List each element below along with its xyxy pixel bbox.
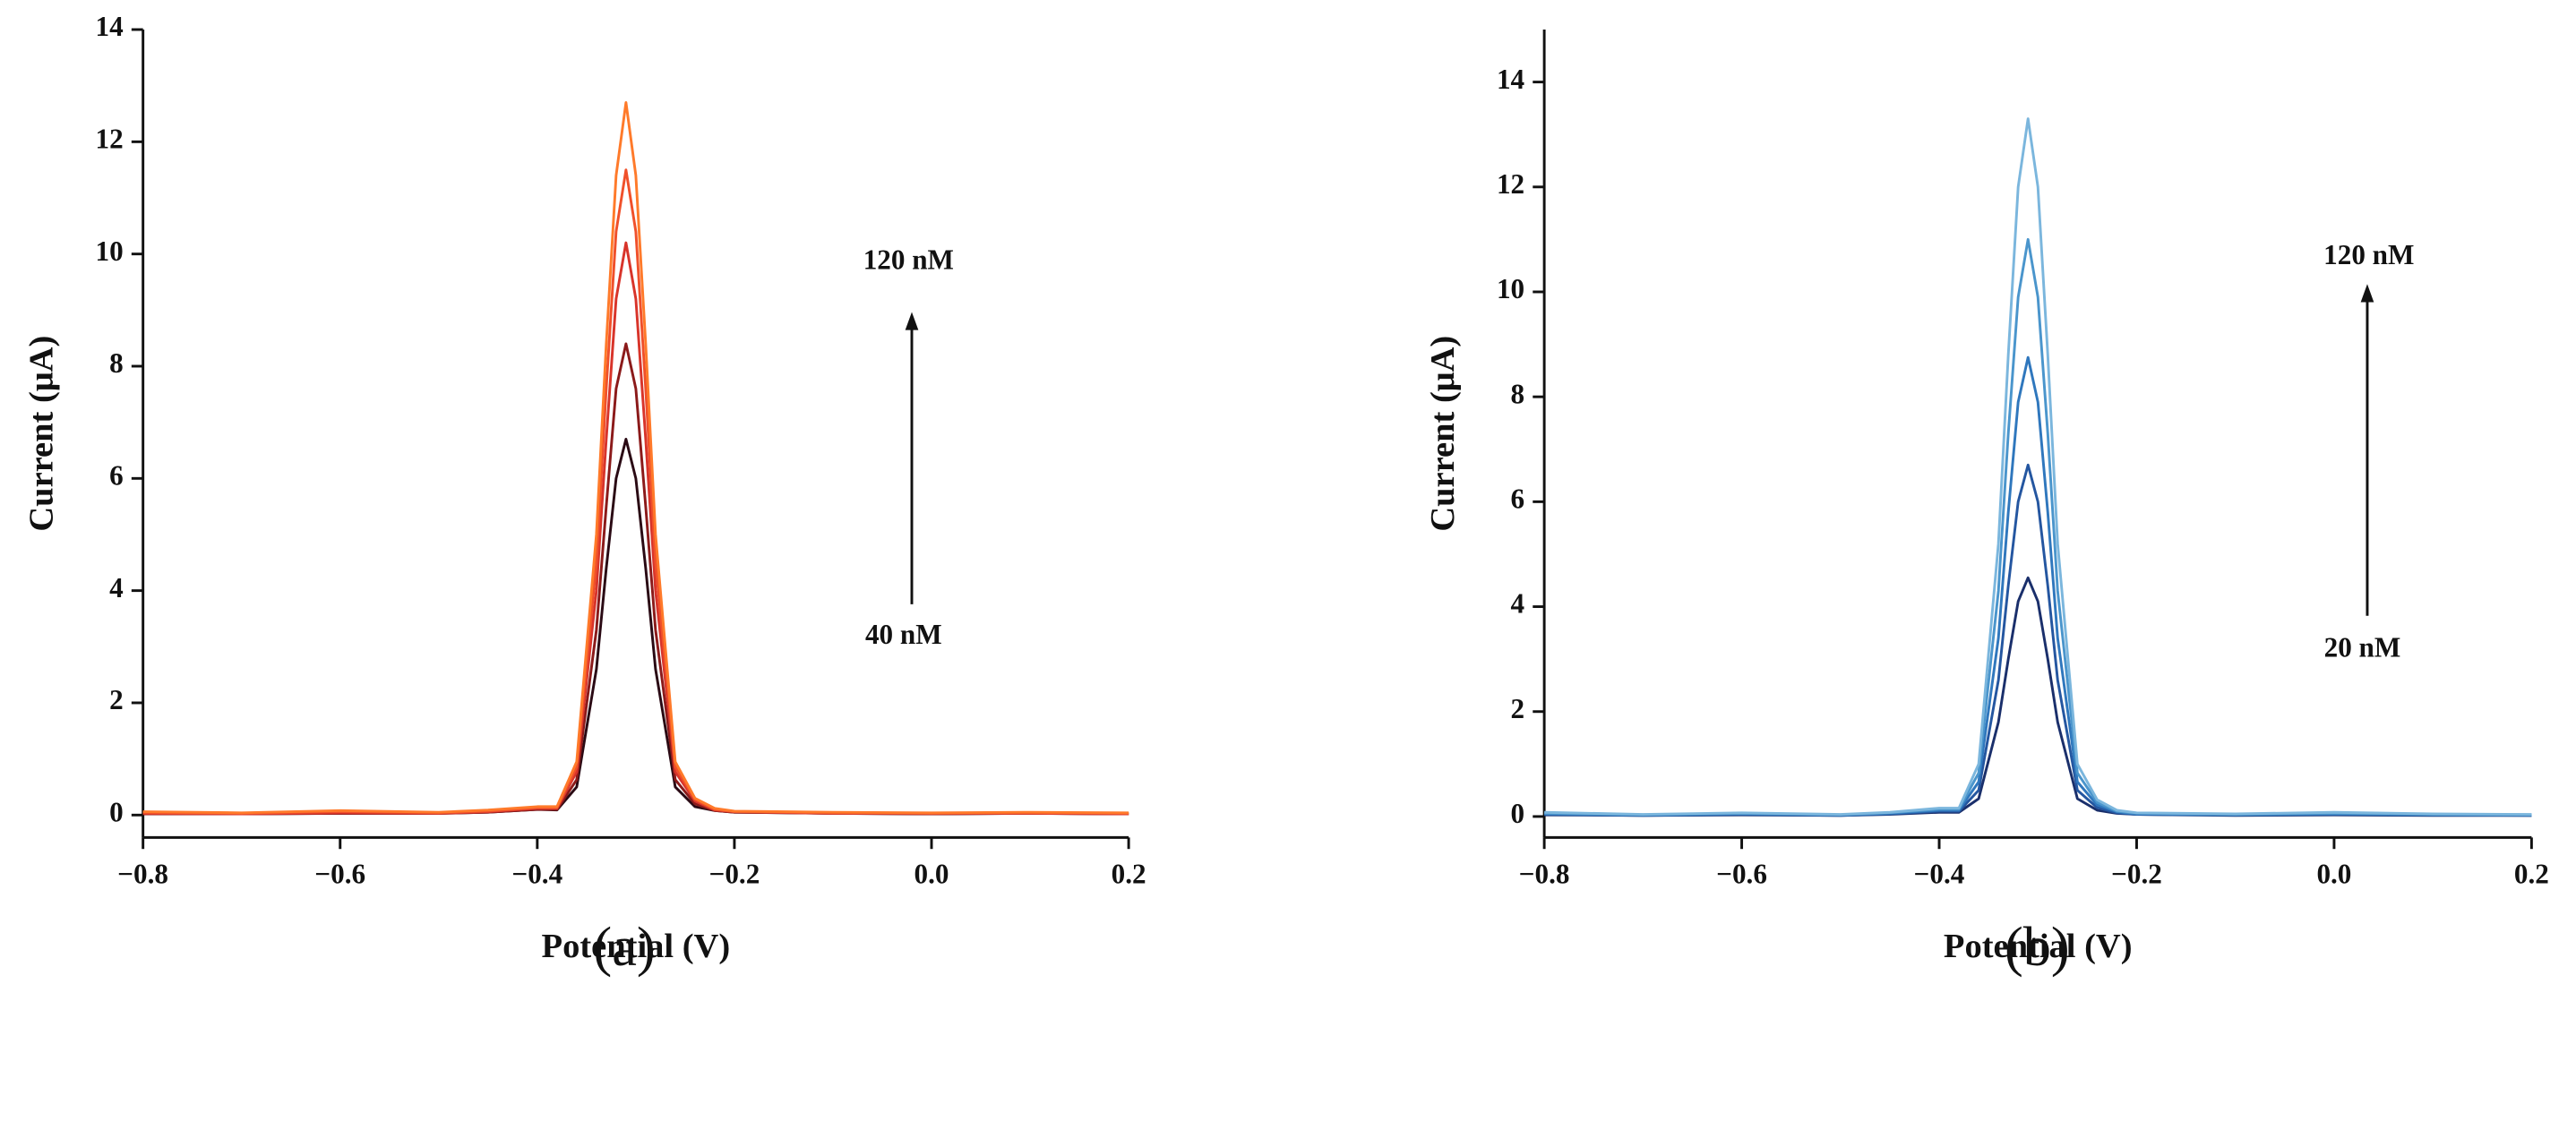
annotation: 120 nM xyxy=(863,244,954,276)
x-tick-label: −0.6 xyxy=(1716,859,1767,890)
data-line xyxy=(142,437,1129,816)
y-tick-label: 6 xyxy=(109,459,124,491)
data-line xyxy=(1544,237,2532,817)
y-axis-title: Current (μA) xyxy=(1424,336,1462,532)
annotation: 40 nM xyxy=(865,619,942,650)
x-axis-title: Potential (V) xyxy=(542,928,731,965)
y-tick-label: 14 xyxy=(95,11,123,42)
data-line xyxy=(142,101,1129,815)
x-tick-label: −0.2 xyxy=(2111,859,2162,890)
y-tick-label: 0 xyxy=(1511,798,1525,829)
y-tick-label: 10 xyxy=(95,235,123,267)
y-tick-label: 10 xyxy=(1497,273,1524,304)
y-tick-label: 12 xyxy=(95,123,123,154)
y-tick-label: 2 xyxy=(1511,693,1525,724)
y-tick-label: 8 xyxy=(1511,378,1525,409)
x-tick-label: 0.2 xyxy=(2514,859,2549,890)
x-tick-label: −0.8 xyxy=(117,859,168,890)
data-line xyxy=(142,241,1129,816)
data-line xyxy=(142,168,1129,815)
y-tick-label: 0 xyxy=(109,796,124,827)
panel-label: (a) xyxy=(593,916,655,978)
data-line xyxy=(1544,117,2532,817)
annotation: 20 nM xyxy=(2324,631,2401,663)
x-tick-label: −0.4 xyxy=(511,859,562,890)
data-line xyxy=(1544,355,2532,817)
data-line xyxy=(1544,576,2532,817)
x-tick-label: 0.2 xyxy=(1112,859,1146,890)
annotation: 120 nM xyxy=(2323,239,2414,270)
y-tick-label: 6 xyxy=(1511,483,1525,515)
y-tick-label: 12 xyxy=(1497,168,1524,200)
panel-label: (b) xyxy=(2005,916,2070,978)
y-tick-label: 4 xyxy=(109,572,124,603)
y-axis-title: Current (μA) xyxy=(22,336,60,532)
x-axis-title: Potential (V) xyxy=(1944,928,2133,965)
x-tick-label: −0.4 xyxy=(1914,859,1965,890)
x-tick-label: 0.0 xyxy=(914,859,949,890)
y-tick-label: 14 xyxy=(1497,64,1524,95)
arrow-head xyxy=(2360,284,2374,303)
x-tick-label: −0.8 xyxy=(1519,859,1570,890)
data-line xyxy=(142,342,1129,816)
x-tick-label: −0.2 xyxy=(709,859,760,890)
arrow-head xyxy=(905,312,919,330)
x-tick-label: 0.0 xyxy=(2316,859,2351,890)
y-tick-label: 4 xyxy=(1511,588,1525,620)
y-tick-label: 8 xyxy=(109,347,124,379)
y-tick-label: 2 xyxy=(109,684,124,715)
x-tick-label: −0.6 xyxy=(314,859,365,890)
